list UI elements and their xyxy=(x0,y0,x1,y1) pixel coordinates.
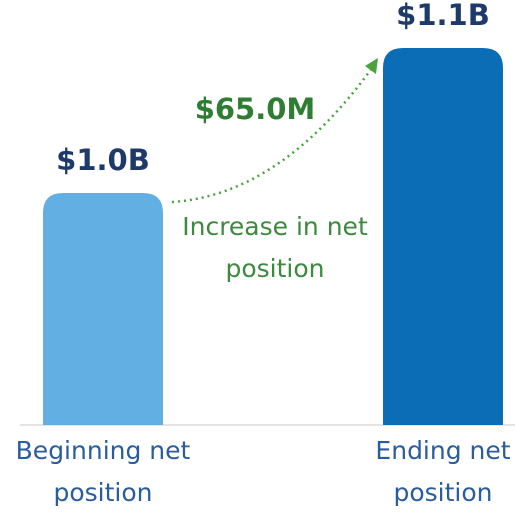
bar xyxy=(383,48,503,425)
value-label: $1.1B xyxy=(396,0,490,33)
arrow-head xyxy=(365,58,378,74)
annotation-value: $65.0M xyxy=(194,92,316,126)
bar xyxy=(43,193,163,425)
value-label: $1.0B xyxy=(56,143,150,177)
x-tick-label: Beginning net position xyxy=(15,436,191,507)
arrow-line xyxy=(171,67,374,204)
annotation-text: Increase in net position xyxy=(182,212,368,283)
x-tick-label: Ending net position xyxy=(375,436,511,507)
